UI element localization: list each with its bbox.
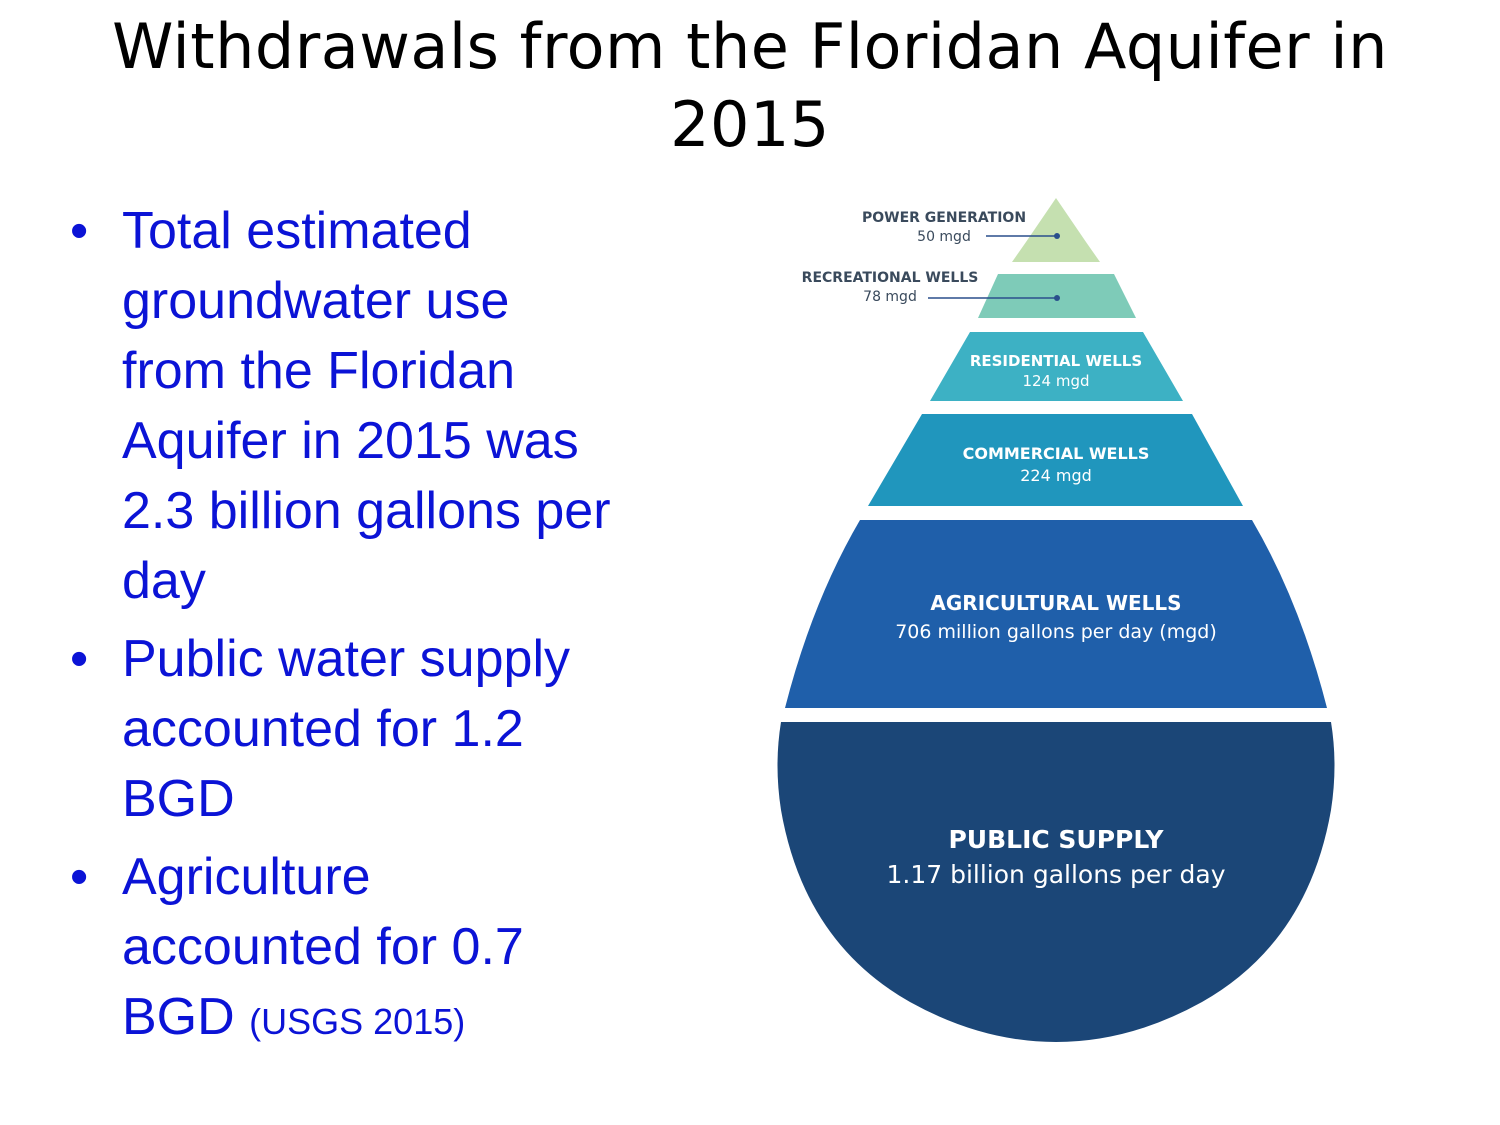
bullet-line: accounted for 0.7 bbox=[122, 918, 524, 976]
bullet-line: day bbox=[122, 552, 206, 610]
bullet-line: Total estimated bbox=[122, 202, 472, 260]
tier-value-commercial-wells: 224 mgd bbox=[1020, 466, 1092, 485]
slide-title: Withdrawals from the Floridan Aquifer in… bbox=[0, 8, 1500, 164]
tier-value-recreational-wells: 78 mgd bbox=[863, 289, 917, 305]
bullet-dot-icon: • bbox=[70, 630, 89, 688]
tier-label-residential-wells: RESIDENTIAL WELLS bbox=[970, 352, 1142, 370]
tier-value-agricultural-wells: 706 million gallons per day (mgd) bbox=[895, 621, 1217, 643]
tier-agricultural-wells bbox=[785, 520, 1327, 708]
withdrawal-pyramid-diagram: POWER GENERATION 50 mgd RECREATIONAL WEL… bbox=[777, 198, 1335, 1042]
bullet-item-agriculture: • Agriculture accounted for 0.7 BGD (USG… bbox=[70, 842, 710, 1057]
tier-residential-wells bbox=[930, 332, 1183, 401]
bullet-line: BGD bbox=[122, 988, 235, 1046]
tier-label-recreational-wells: RECREATIONAL WELLS bbox=[802, 270, 979, 286]
bullet-line: 2.3 billion gallons per bbox=[122, 482, 611, 540]
slide-title-line-1: Withdrawals from the Floridan Aquifer in bbox=[112, 10, 1388, 83]
tier-power-generation bbox=[1012, 198, 1100, 262]
bullet-dot-icon: • bbox=[70, 848, 89, 906]
bullet-item-total-use: • Total estimated groundwater use from t… bbox=[70, 196, 710, 616]
tier-label-commercial-wells: COMMERCIAL WELLS bbox=[963, 444, 1150, 463]
citation: (USGS 2015) bbox=[249, 1001, 466, 1042]
tier-value-residential-wells: 124 mgd bbox=[1022, 372, 1089, 390]
bullet-dot-icon: • bbox=[70, 202, 89, 260]
leader-dot-icon bbox=[1054, 233, 1060, 239]
bullet-line: Aquifer in 2015 was bbox=[122, 412, 579, 470]
tier-label-power-generation: POWER GENERATION bbox=[862, 210, 1026, 226]
bullet-line: BGD bbox=[122, 770, 235, 828]
tier-value-power-generation: 50 mgd bbox=[917, 229, 971, 245]
bullet-list: • Total estimated groundwater use from t… bbox=[70, 196, 710, 1065]
bullet-item-public-supply: • Public water supply accounted for 1.2 … bbox=[70, 624, 710, 834]
bullet-line: accounted for 1.2 bbox=[122, 700, 524, 758]
tier-label-agricultural-wells: AGRICULTURAL WELLS bbox=[930, 591, 1181, 615]
bullet-line: Public water supply bbox=[122, 630, 570, 688]
bullet-line: from the Floridan bbox=[122, 342, 516, 400]
tier-public-supply bbox=[777, 722, 1335, 1042]
tier-value-public-supply: 1.17 billion gallons per day bbox=[886, 860, 1225, 889]
tier-commercial-wells bbox=[868, 414, 1243, 506]
leader-dot-icon bbox=[1054, 295, 1060, 301]
bullet-line: groundwater use bbox=[122, 272, 510, 330]
tier-label-public-supply: PUBLIC SUPPLY bbox=[948, 825, 1164, 854]
slide-title-line-2: 2015 bbox=[670, 88, 830, 161]
bullet-line: Agriculture bbox=[122, 848, 371, 906]
